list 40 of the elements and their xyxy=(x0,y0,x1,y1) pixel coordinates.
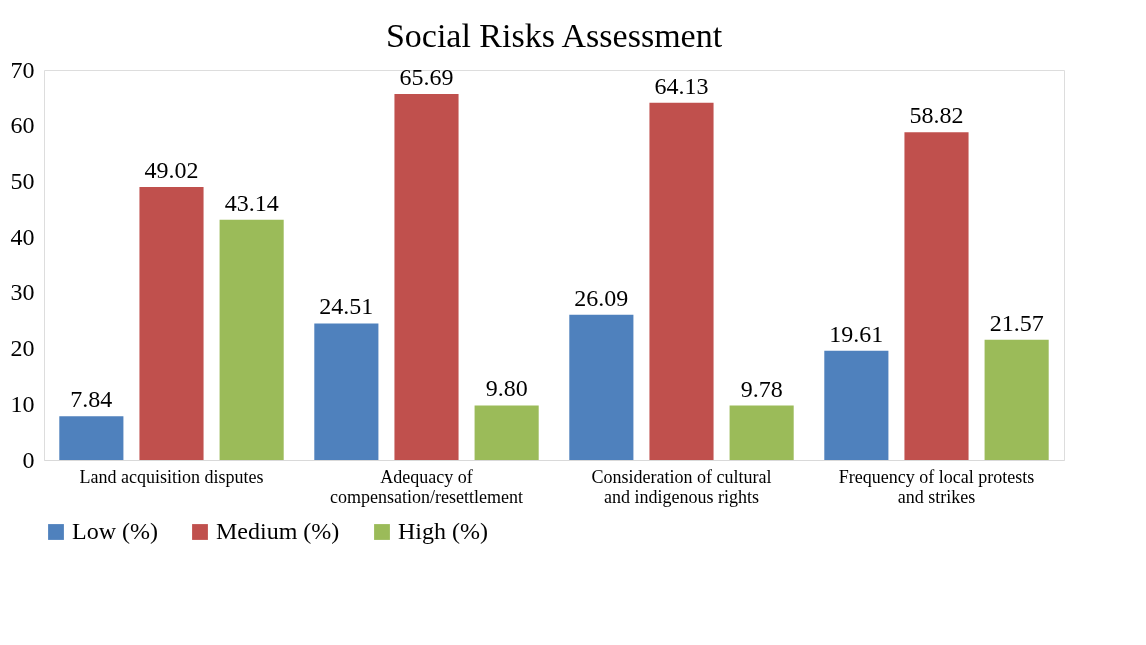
data-label: 24.51 xyxy=(319,293,374,320)
data-label: 64.13 xyxy=(654,72,709,99)
y-tick-label: 10 xyxy=(10,390,35,417)
bar xyxy=(394,94,459,460)
y-tick-label: 50 xyxy=(10,167,35,194)
bar xyxy=(984,339,1049,460)
data-label: 58.82 xyxy=(909,102,964,129)
bar xyxy=(904,132,969,460)
x-tick-label: Adequacy of compensation/resettlement xyxy=(330,466,523,507)
legend-label: Medium (%) xyxy=(216,518,340,544)
bar xyxy=(59,416,124,460)
data-label: 7.84 xyxy=(70,386,113,413)
y-tick-label: 60 xyxy=(10,112,35,139)
bar xyxy=(569,314,634,460)
y-tick-label: 20 xyxy=(10,335,35,362)
data-label: 65.69 xyxy=(399,64,454,91)
bar xyxy=(729,405,794,460)
x-tick-label: Land acquisition disputes xyxy=(79,466,264,487)
x-tick-label: Frequency of local protests and strikes xyxy=(838,466,1035,507)
data-label: 9.80 xyxy=(485,375,528,402)
y-tick-label: 40 xyxy=(10,223,35,250)
y-tick-label: 30 xyxy=(10,279,35,306)
data-label: 9.78 xyxy=(740,375,783,402)
bar xyxy=(474,405,539,460)
bar xyxy=(649,102,714,460)
legend-label: Low (%) xyxy=(72,518,158,544)
data-label: 49.02 xyxy=(144,156,199,183)
bar xyxy=(824,350,889,460)
data-label: 19.61 xyxy=(829,320,884,347)
y-tick-label: 70 xyxy=(10,56,35,83)
chart-title: Social Risks Assessment xyxy=(385,17,723,54)
bar xyxy=(139,186,204,460)
bar xyxy=(314,323,379,460)
bar xyxy=(219,219,284,460)
data-label: 26.09 xyxy=(574,284,629,311)
x-tick-label: Consideration of cultural and indigenous rights xyxy=(591,466,772,507)
y-tick-label: 0 xyxy=(22,446,35,473)
legend-label: High (%) xyxy=(398,518,488,544)
data-label: 21.57 xyxy=(989,309,1044,336)
data-label: 43.14 xyxy=(224,189,279,216)
